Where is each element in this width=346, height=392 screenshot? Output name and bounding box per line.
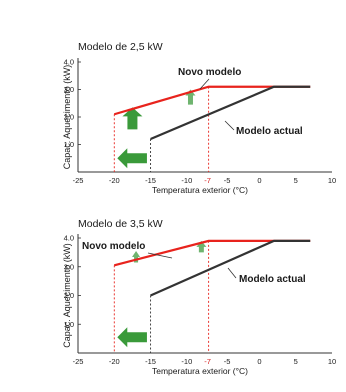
x-tick-label: -15: [145, 176, 156, 185]
x-tick-label: -7: [204, 357, 211, 366]
series-line-modelo-actual: [150, 239, 311, 297]
leader-line-novo: [147, 252, 173, 259]
y-tick-label: 3.0: [64, 85, 74, 94]
x-tick-label: -20: [109, 176, 120, 185]
x-tick-label: -20: [109, 357, 120, 366]
y-tick-label: 2.0: [64, 291, 74, 300]
x-tick-label: -15: [145, 357, 156, 366]
annotation-modelo-actual: Modelo actual: [236, 126, 303, 137]
x-tick-label: 0: [257, 176, 261, 185]
chart-panel-1: Modelo de 2,5 kW 1.0 2.0 3.0 4.0 -25 -20 -15 -10…: [62, 41, 336, 195]
y-tick-label: 3.0: [64, 262, 74, 271]
x-tick-label: 0: [257, 357, 261, 366]
x-tick-label: -5: [224, 357, 231, 366]
y-tick-label: 4.0: [64, 58, 74, 67]
x-tick-label: -10: [181, 176, 192, 185]
left-arrow-large: [117, 148, 147, 169]
chart-title: Modelo de 3,5 kW: [78, 218, 163, 230]
annotation-novo-modelo: Novo modelo: [82, 241, 145, 252]
chart-title: Modelo de 2,5 kW: [78, 41, 163, 53]
x-tick-label: -25: [73, 357, 84, 366]
x-tick-label: -5: [224, 176, 231, 185]
x-tick-label: -10: [181, 357, 192, 366]
x-tick-label: 5: [294, 357, 298, 366]
leader-line-actual: [224, 120, 235, 131]
x-tick-label: -7: [204, 176, 211, 185]
leader-line-actual: [227, 267, 237, 279]
y-tick-label: 1.0: [64, 320, 74, 329]
left-arrow-large: [117, 327, 147, 348]
annotation-modelo-actual: Modelo actual: [239, 274, 306, 285]
leader-line-novo: [199, 78, 210, 90]
series-line-modelo-actual: [150, 85, 311, 141]
y-tick-label: 4.0: [64, 234, 74, 243]
y-axis-label: Capac. Aquecimento (kW): [62, 65, 72, 170]
x-tick-label: -25: [73, 176, 84, 185]
annotation-novo-modelo: Novo modelo: [178, 67, 241, 78]
up-arrow-small: [196, 240, 207, 253]
x-tick-label: 10: [328, 357, 336, 366]
y-tick-label: 1.0: [64, 140, 74, 149]
y-tick-label: 2.0: [64, 113, 74, 122]
series-line-novo-modelo: [113, 85, 311, 116]
y-axis-label: Capac. Aquecimento (kW): [62, 243, 72, 348]
x-axis-label: Temperatura exterior (°C): [152, 185, 248, 195]
up-arrow-large: [122, 107, 143, 130]
x-tick-label: 5: [294, 176, 298, 185]
x-axis-label: Temperatura exterior (°C): [152, 366, 248, 376]
x-tick-label: 10: [328, 176, 336, 185]
chart-panel-2: Modelo de 3,5 kW 1.0 2.0 3.0 4.0 -25 -20 -15 -10…: [62, 218, 336, 376]
